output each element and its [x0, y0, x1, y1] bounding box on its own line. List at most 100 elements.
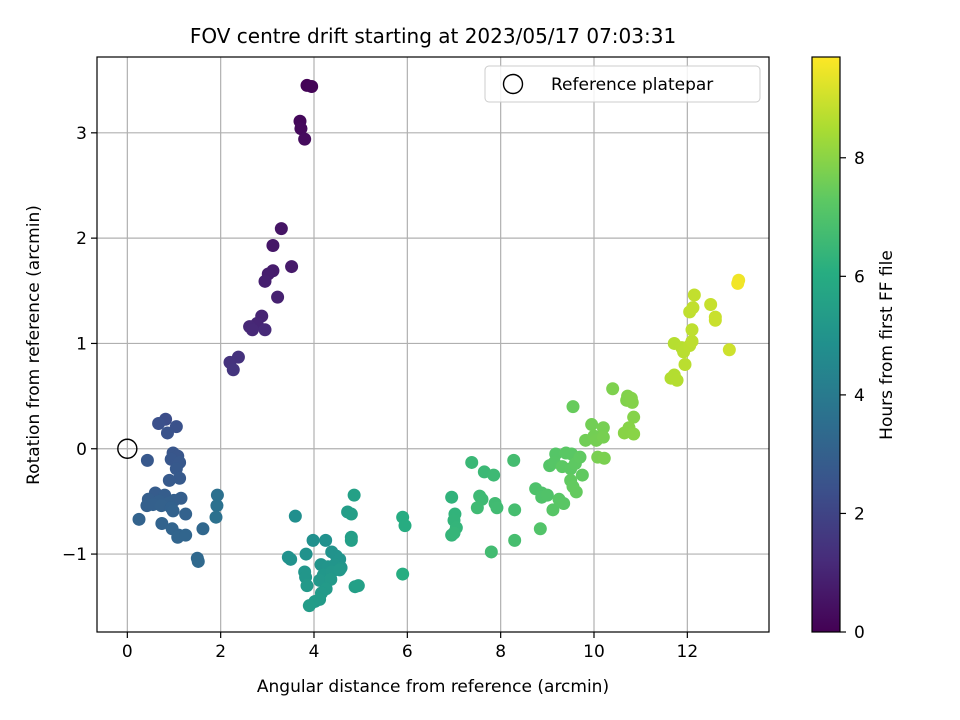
y-tick-label: 3	[76, 124, 87, 144]
data-point	[191, 554, 205, 568]
colorbar-tick-label: 8	[854, 149, 865, 169]
data-point	[351, 579, 365, 593]
data-point	[546, 503, 560, 517]
data-point	[284, 552, 298, 566]
data-point	[306, 533, 320, 547]
data-point	[627, 410, 641, 424]
data-point	[210, 499, 224, 513]
y-axis-label: Rotation from reference (arcmin)	[24, 205, 44, 485]
data-point	[266, 239, 280, 253]
y-tick-label: 0	[76, 440, 87, 460]
data-point	[300, 579, 314, 593]
data-point	[398, 519, 412, 533]
data-point	[490, 501, 504, 515]
legend: Reference platepar	[484, 65, 761, 103]
data-point	[302, 599, 316, 613]
data-point	[173, 471, 187, 485]
data-point	[271, 290, 285, 304]
x-tick-label: 8	[495, 642, 506, 662]
x-axis-ticks: 0 2 4 6 8 10 12	[122, 632, 698, 662]
data-point	[258, 323, 272, 337]
data-point	[299, 547, 313, 561]
data-point	[396, 567, 410, 581]
colorbar-tick-label: 6	[854, 267, 865, 287]
data-point	[258, 274, 272, 288]
data-point	[313, 592, 327, 606]
data-point	[347, 488, 361, 502]
x-tick-label: 6	[402, 642, 413, 662]
data-points	[132, 78, 746, 613]
data-point	[566, 400, 580, 414]
data-point	[678, 358, 692, 372]
data-point	[274, 222, 288, 236]
data-point	[687, 288, 701, 302]
data-point	[155, 517, 169, 531]
data-point	[140, 453, 154, 467]
data-point	[152, 416, 166, 430]
legend-box	[484, 65, 761, 103]
x-tick-label: 0	[122, 642, 133, 662]
data-point	[596, 421, 610, 435]
data-point	[704, 297, 718, 311]
data-point	[333, 563, 347, 577]
data-point	[487, 468, 501, 482]
data-point	[507, 453, 521, 467]
data-point	[585, 418, 599, 432]
data-point	[596, 430, 610, 444]
data-point	[179, 528, 193, 542]
legend-entry-reference: Reference platepar	[551, 75, 713, 95]
data-point	[245, 323, 259, 337]
data-point	[344, 507, 358, 521]
colorbar-gradient	[811, 56, 841, 633]
data-point	[285, 260, 299, 274]
colorbar-tick-label: 4	[854, 386, 865, 406]
data-point	[685, 323, 699, 337]
data-point	[298, 132, 312, 146]
data-point	[166, 504, 180, 518]
data-point	[575, 468, 589, 482]
reference-marker-icon	[502, 73, 524, 95]
data-point	[305, 79, 319, 93]
data-point	[722, 343, 736, 357]
data-point	[160, 426, 174, 440]
x-tick-label: 10	[583, 642, 605, 662]
data-point	[132, 512, 146, 526]
data-point	[533, 522, 547, 536]
data-point	[319, 533, 333, 547]
data-point	[685, 334, 699, 348]
y-axis-ticks: −1 0 1 2 3	[62, 124, 97, 565]
reference-point	[117, 438, 138, 459]
plot-frame	[96, 56, 770, 633]
y-tick-label: 2	[76, 229, 87, 249]
data-point	[508, 533, 522, 547]
data-point	[294, 122, 308, 136]
data-point	[731, 276, 745, 290]
data-point	[508, 503, 522, 517]
x-tick-label: 2	[215, 642, 226, 662]
colorbar: 0 2 4 6 8 Hours from first FF file	[811, 56, 897, 643]
data-point	[226, 363, 240, 377]
y-tick-label: 1	[76, 334, 87, 354]
data-point	[484, 545, 498, 559]
data-point	[569, 485, 583, 499]
data-point	[344, 533, 358, 547]
data-point	[557, 497, 571, 511]
data-point	[209, 510, 223, 524]
data-point	[445, 490, 459, 504]
grid-lines	[97, 57, 769, 632]
data-point	[708, 313, 722, 327]
data-point	[540, 488, 554, 502]
data-point	[470, 501, 484, 515]
data-point	[288, 509, 302, 523]
y-tick-label: −1	[62, 545, 87, 565]
data-point	[670, 373, 684, 387]
data-point	[625, 395, 639, 409]
colorbar-tick-label: 0	[854, 623, 865, 643]
x-tick-label: 4	[309, 642, 320, 662]
colorbar-ticks: 0 2 4 6 8	[840, 149, 865, 643]
colorbar-tick-label: 2	[854, 504, 865, 524]
data-point	[627, 427, 641, 441]
data-point	[162, 473, 176, 487]
data-point	[210, 488, 224, 502]
data-point	[597, 451, 611, 465]
